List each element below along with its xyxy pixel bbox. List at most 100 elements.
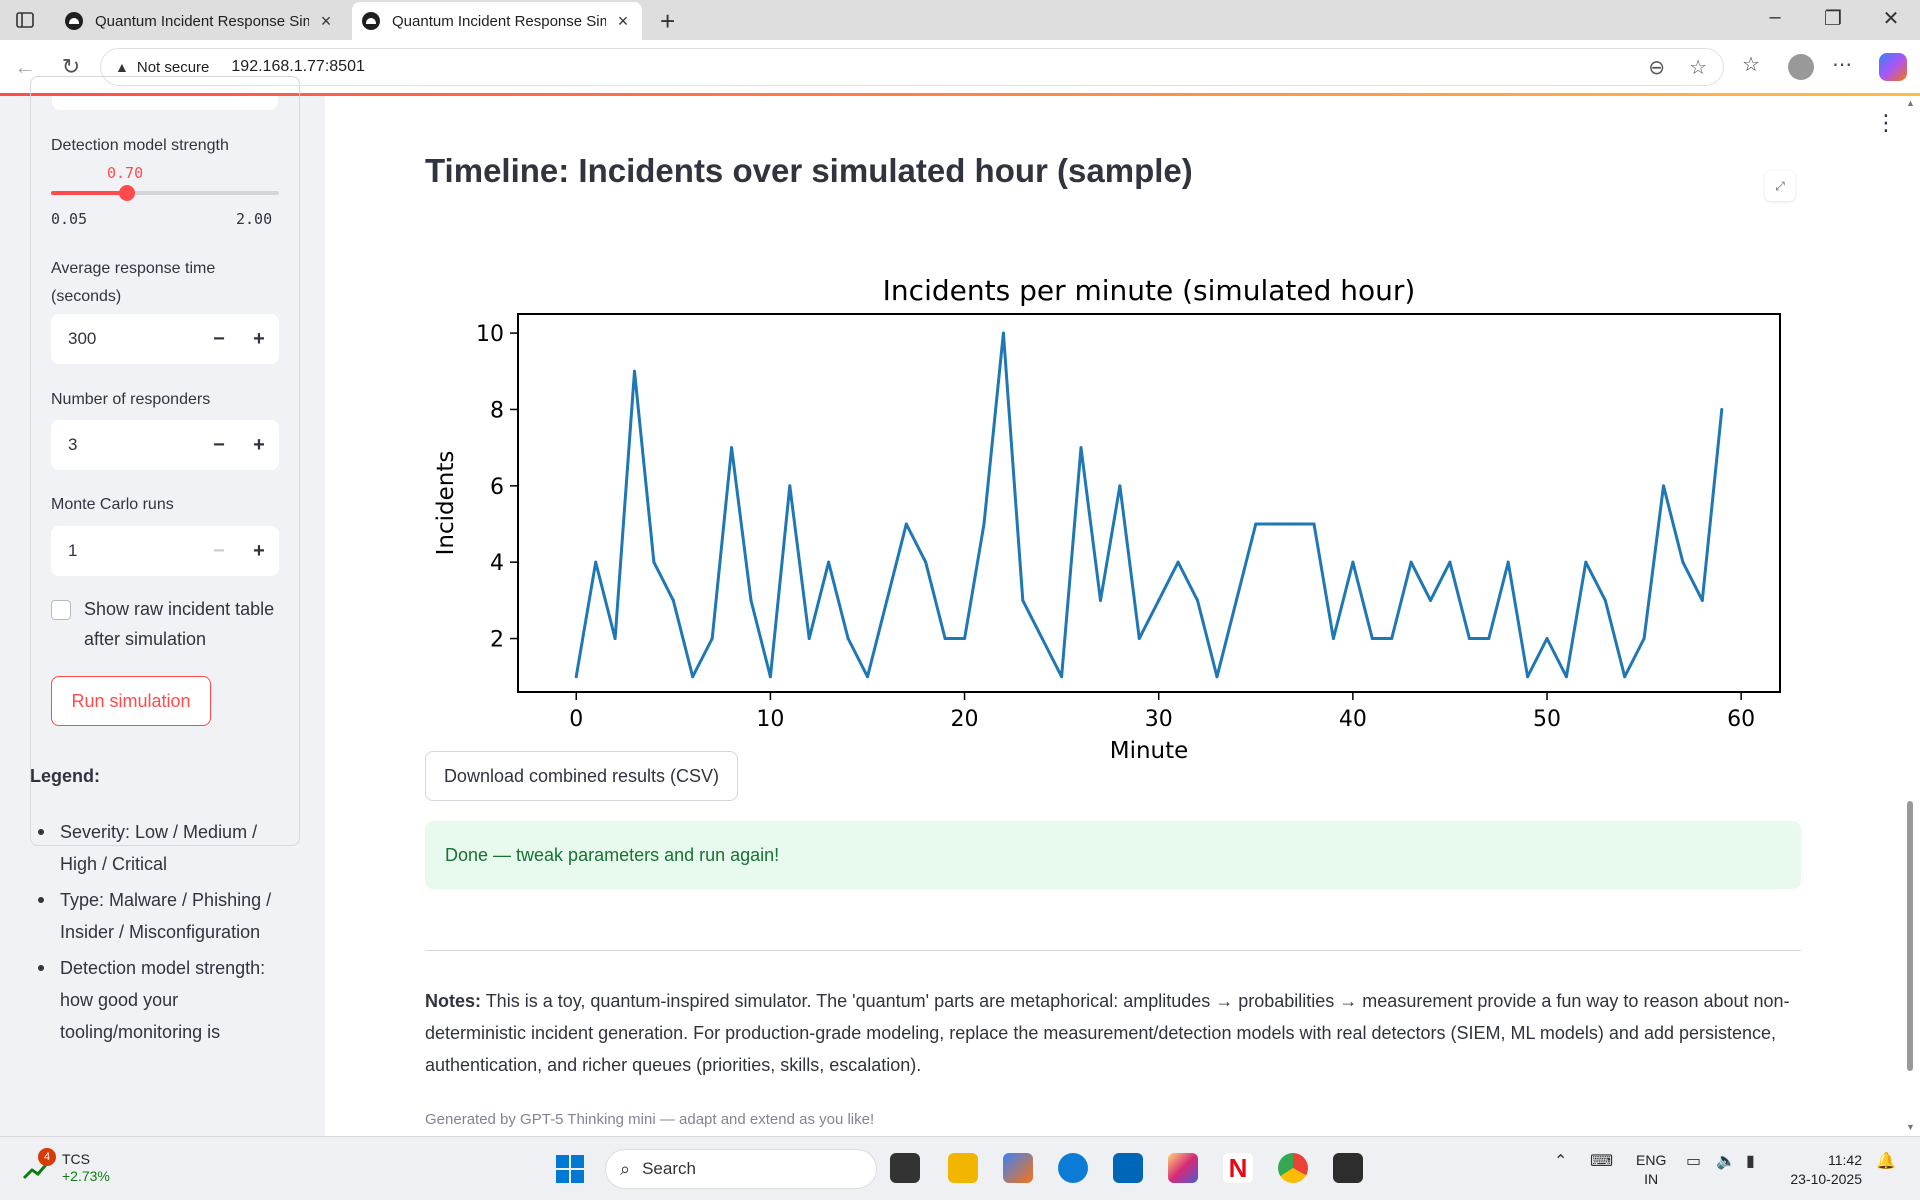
detection-strength-slider[interactable]: [51, 185, 279, 201]
edge-browser-icon[interactable]: [1058, 1153, 1088, 1183]
chart-data-point: [846, 637, 850, 641]
network-icon[interactable]: ▭: [1686, 1153, 1702, 1170]
decrement-button[interactable]: −: [213, 539, 225, 562]
site-info-icon[interactable]: ⊖: [1648, 57, 1666, 79]
scroll-up-icon[interactable]: ▲: [1906, 98, 1915, 108]
page-title: Timeline: Incidents over simulated hour …: [425, 152, 1193, 189]
file-explorer-icon[interactable]: [948, 1153, 978, 1183]
chart-data-point: [691, 675, 695, 679]
slider-thumb[interactable]: [119, 185, 135, 201]
chart-data-point: [652, 560, 656, 564]
netflix-icon[interactable]: N: [1223, 1153, 1253, 1183]
chrome-icon[interactable]: [1278, 1153, 1308, 1183]
new-tab-icon[interactable]: +: [660, 6, 676, 36]
chart-title: Incidents per minute (simulated hour): [883, 274, 1416, 307]
windows-taskbar: 4 TCS +2.73% ⌕ Search N ⌃ ⌨ ENG IN ▭ 🔈 ▮…: [0, 1136, 1920, 1200]
task-view-icon[interactable]: [890, 1153, 920, 1183]
close-window-icon[interactable]: ✕: [1882, 8, 1900, 30]
response-time-input[interactable]: 300 − +: [51, 314, 279, 364]
chart-data-point: [749, 598, 753, 602]
browser-tab-2-active[interactable]: Quantum Incident Response Simu ×: [352, 2, 642, 40]
chart-data-point: [885, 598, 889, 602]
legend-item: Type: Malware / Phishing / Insider / Mis…: [30, 884, 290, 948]
main-menu-icon[interactable]: ⋮: [1875, 110, 1897, 135]
run-simulation-button[interactable]: Run simulation: [51, 676, 211, 726]
warning-icon: ▲: [115, 59, 129, 75]
decrement-button[interactable]: −: [213, 327, 225, 350]
copilot-icon[interactable]: [1879, 53, 1907, 81]
system-clock[interactable]: 11:42 23-10-2025: [1786, 1151, 1862, 1189]
volume-icon[interactable]: 🔈: [1716, 1153, 1736, 1170]
search-label: Search: [642, 1159, 696, 1178]
scroll-down-icon[interactable]: ▼: [1906, 1122, 1915, 1132]
language-indicator[interactable]: ENG IN: [1636, 1151, 1666, 1189]
monte-carlo-input[interactable]: 1 − +: [51, 526, 279, 576]
instagram-icon[interactable]: [1168, 1153, 1198, 1183]
increment-button[interactable]: +: [253, 327, 265, 350]
scroll-thumb[interactable]: [1907, 801, 1913, 1071]
chart-data-point: [963, 637, 967, 641]
chart-data-point: [1603, 598, 1607, 602]
show-raw-table-checkbox[interactable]: [51, 600, 71, 620]
chart-data-point: [1215, 675, 1219, 679]
browser-tab-bar: Quantum Incident Response Simu × Quantum…: [0, 0, 1920, 40]
response-time-value[interactable]: 300: [68, 329, 97, 348]
chart-data-point: [1564, 675, 1568, 679]
increment-button[interactable]: +: [253, 433, 265, 456]
address-bar[interactable]: ▲ Not secure 192.168.1.77:8501 ⊖ ☆: [100, 48, 1724, 86]
close-tab-icon[interactable]: ×: [617, 10, 629, 31]
bookmark-star-icon[interactable]: ☆: [1689, 57, 1707, 79]
chart-data-point: [768, 675, 772, 679]
security-label[interactable]: Not secure: [136, 58, 210, 76]
minimize-icon[interactable]: –: [1769, 6, 1781, 28]
chart-data-point: [1409, 560, 1413, 564]
download-csv-button[interactable]: Download combined results (CSV): [425, 751, 738, 801]
x-tick-label: 40: [1339, 707, 1367, 732]
tab-actions-icon[interactable]: [12, 8, 38, 32]
responders-value[interactable]: 3: [68, 435, 78, 454]
y-tick-label: 6: [490, 475, 504, 500]
chart-series-line: [574, 331, 1724, 679]
keyboard-icon[interactable]: ⌨: [1590, 1153, 1614, 1170]
browser-tab-1[interactable]: Quantum Incident Response Simu ×: [55, 2, 345, 40]
chart-data-point: [1254, 522, 1258, 526]
url-text[interactable]: 192.168.1.77:8501: [231, 58, 365, 75]
start-windows-icon[interactable]: [556, 1155, 584, 1183]
battery-icon[interactable]: ▮: [1746, 1153, 1755, 1170]
favorites-icon[interactable]: ☆: [1742, 54, 1760, 76]
previous-field-bottom[interactable]: [52, 96, 278, 110]
restore-icon[interactable]: ❐: [1824, 8, 1842, 30]
chart-data-point: [865, 675, 869, 679]
more-options-icon[interactable]: ⋯: [1832, 54, 1852, 76]
reload-icon[interactable]: ↻: [61, 54, 81, 79]
chart-data-point: [1487, 637, 1491, 641]
chart-data-point: [827, 560, 831, 564]
page-scrollbar[interactable]: ▲ ▼: [1900, 96, 1920, 1136]
close-tab-icon[interactable]: ×: [320, 10, 332, 31]
decrement-button[interactable]: −: [213, 433, 225, 456]
notes-paragraph: Notes: This is a toy, quantum-inspired s…: [425, 985, 1805, 1081]
taskbar-search[interactable]: ⌕ Search: [605, 1149, 877, 1189]
back-icon[interactable]: ←: [14, 54, 36, 79]
chart-data-point: [1001, 331, 1005, 335]
microsoft-store-icon[interactable]: [1113, 1153, 1143, 1183]
stock-widget[interactable]: 4 TCS +2.73%: [22, 1148, 110, 1185]
notifications-bell-icon[interactable]: 🔔: [1876, 1153, 1896, 1170]
chart-data-point: [1293, 522, 1297, 526]
copilot-app-icon[interactable]: [1003, 1153, 1033, 1183]
chart-data-point: [1351, 560, 1355, 564]
monte-carlo-value[interactable]: 1: [68, 541, 78, 560]
success-alert: Done — tweak parameters and run again!: [425, 821, 1801, 889]
show-raw-table-label[interactable]: Show raw incident table after simulation: [84, 599, 275, 649]
increment-button[interactable]: +: [253, 539, 265, 562]
chart-plot-frame: [517, 313, 1781, 693]
show-hidden-icons-icon[interactable]: ⌃: [1554, 1153, 1568, 1170]
responders-input[interactable]: 3 − +: [51, 420, 279, 470]
region-code: IN: [1644, 1171, 1659, 1187]
top-decoration-bar: [0, 93, 1920, 96]
profile-avatar[interactable]: [1788, 54, 1814, 80]
chart-data-point: [1448, 560, 1452, 564]
fullscreen-icon[interactable]: ⤢: [1765, 171, 1795, 201]
terminal-icon[interactable]: [1333, 1153, 1363, 1183]
legend-item: Severity: Low / Medium / High / Critical: [30, 816, 290, 880]
